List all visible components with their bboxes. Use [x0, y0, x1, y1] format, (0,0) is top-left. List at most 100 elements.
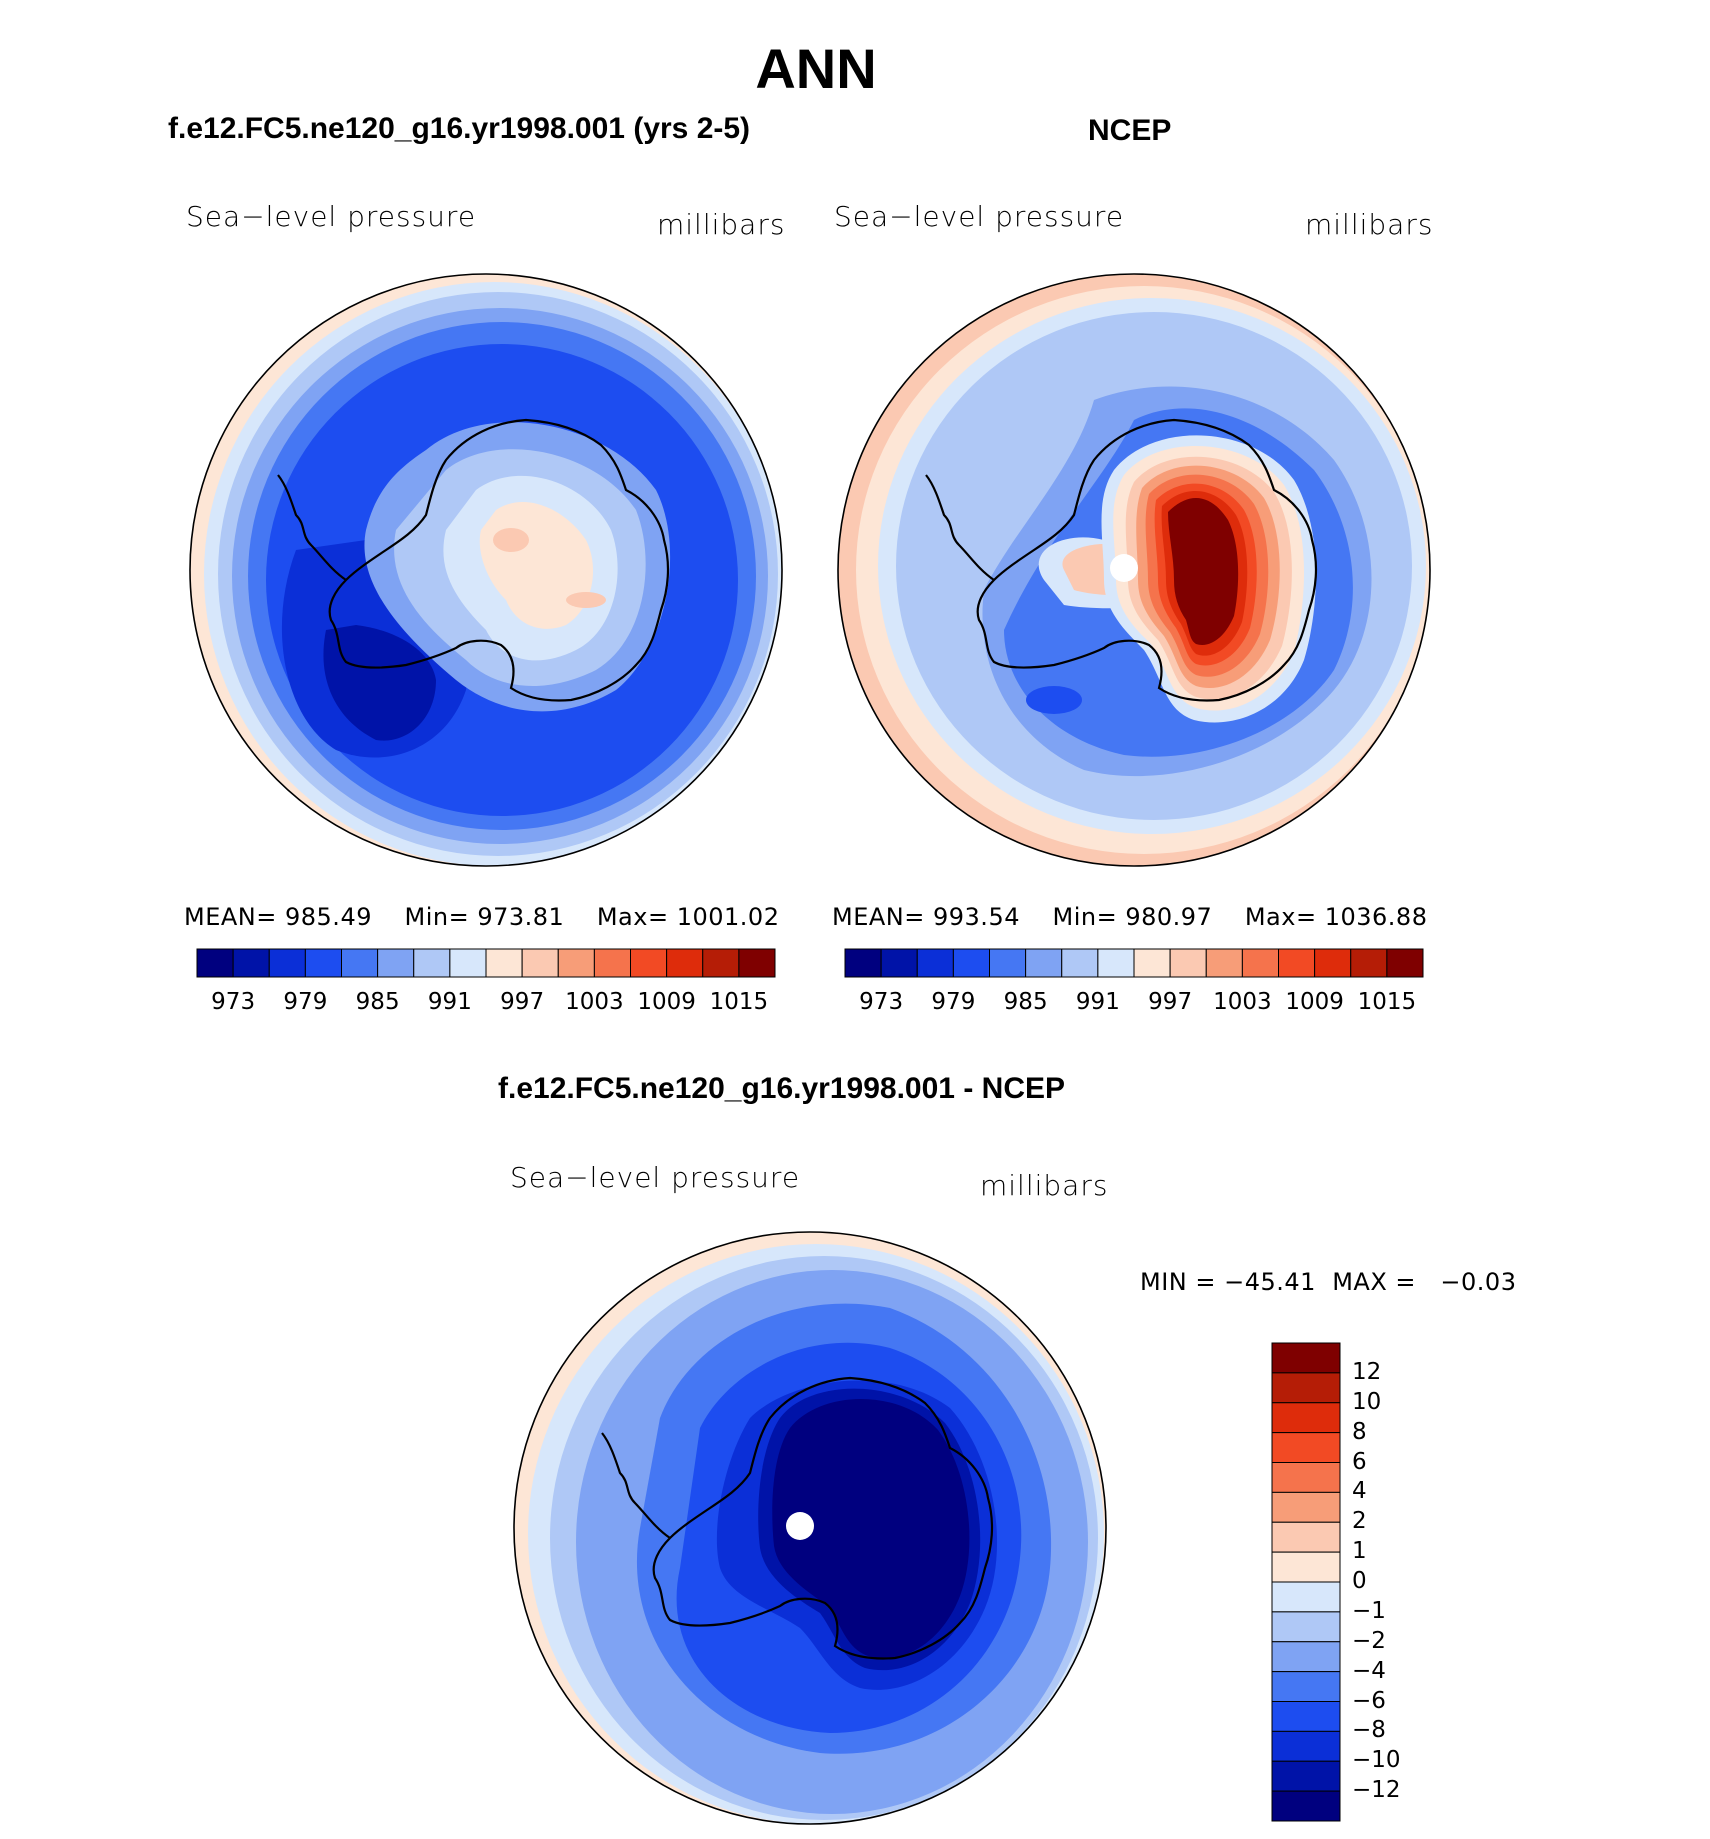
- colorbar-swatch: [916, 948, 954, 978]
- colorbar-swatch: [1271, 1730, 1341, 1762]
- colorbar-tick-label: 8: [1352, 1418, 1367, 1445]
- panel-2-min-label: Min=: [1052, 903, 1118, 931]
- colorbar-swatch: [1271, 1432, 1341, 1463]
- panel-2-stats: MEAN= 993.54 Min= 980.97 Max= 1036.88: [832, 903, 1427, 931]
- panel-3-max-label: MAX =: [1332, 1268, 1417, 1296]
- colorbar-swatch: [738, 948, 776, 978]
- colorbar-tick-label: 1003: [565, 989, 624, 1015]
- figure-title: ANN: [755, 37, 877, 100]
- colorbar-tick-label: −2: [1352, 1627, 1386, 1654]
- panel-2-min-value: 980.97: [1125, 903, 1213, 931]
- colorbar-tick-label: 991: [427, 989, 472, 1015]
- colorbar-swatch: [1271, 1551, 1341, 1583]
- colorbar-swatch: [304, 948, 342, 978]
- panel-3-stats: MIN = −45.41 MAX = −0.03: [1140, 1268, 1516, 1296]
- colorbar-swatch: [666, 948, 704, 978]
- panel-2-max-label: Max=: [1244, 903, 1317, 931]
- colorbar-swatch: [1271, 1372, 1341, 1404]
- panel-1-variable-label: Sea−level pressure: [186, 200, 477, 233]
- colorbar-tick-label: 1015: [709, 989, 769, 1015]
- colorbar-swatch: [989, 948, 1027, 978]
- panel-3-max-value: −0.03: [1440, 1268, 1517, 1296]
- panel-2-max-value: 1036.88: [1324, 903, 1428, 931]
- panel-1-min-label: Min=: [404, 903, 470, 931]
- colorbar-swatch: [1169, 948, 1207, 978]
- colorbar-swatch: [880, 948, 918, 978]
- colorbar-tick-label: 0: [1352, 1568, 1367, 1594]
- colorbar-tick-label: 1003: [1213, 989, 1272, 1015]
- colorbar-swatch: [1061, 948, 1099, 978]
- panel-2-variable-label: Sea−level pressure: [834, 200, 1125, 233]
- colorbar-swatch: [1271, 1701, 1341, 1732]
- colorbar-swatch: [1271, 1462, 1341, 1493]
- colorbar-swatch: [413, 948, 451, 978]
- colorbar-tick-label: 979: [283, 989, 328, 1015]
- colorbar-swatch: [1278, 948, 1316, 978]
- colorbar-tick-label: 1015: [1357, 989, 1417, 1015]
- colorbar-swatch: [844, 948, 882, 978]
- colorbar-swatch: [1133, 948, 1171, 978]
- panel-1-min-value: 973.81: [477, 903, 565, 931]
- colorbar-tick-label: −6: [1352, 1687, 1386, 1714]
- colorbar-tick-label: 991: [1075, 989, 1120, 1015]
- colorbar-tick-label: 10: [1352, 1388, 1382, 1415]
- colorbar-swatch: [557, 948, 595, 978]
- colorbar-tick-label: 997: [500, 989, 545, 1015]
- colorbar-swatch: [196, 948, 234, 978]
- colorbar-swatch: [377, 948, 415, 978]
- colorbar-swatch: [1271, 1760, 1341, 1792]
- colorbar-swatch: [232, 948, 270, 978]
- colorbar-swatch: [1271, 1790, 1341, 1822]
- colorbar-swatch: [341, 948, 379, 978]
- colorbar-tick-label: −8: [1352, 1717, 1386, 1744]
- colorbar-swatch: [702, 948, 740, 978]
- colorbar-swatch: [1386, 948, 1424, 978]
- colorbar-swatch: [1205, 948, 1243, 978]
- panel-1-stats: MEAN= 985.49 Min= 973.81 Max= 1001.02: [184, 903, 779, 931]
- panel-3-min-value: −45.41: [1224, 1268, 1316, 1296]
- panel-1-mean-label: MEAN=: [184, 903, 277, 931]
- colorbar-swatch: [485, 948, 523, 978]
- colorbar-tick-label: −1: [1352, 1597, 1386, 1624]
- panel-2-units-label: millibars: [1305, 208, 1434, 241]
- colorbar-swatch: [1097, 948, 1135, 978]
- colorbar-swatch: [1271, 1671, 1341, 1702]
- panel-2-title: NCEP: [1088, 114, 1172, 147]
- panel-2-map: [837, 273, 1431, 867]
- colorbar-tick-label: −10: [1352, 1747, 1401, 1774]
- colorbar-tick-label: 973: [859, 989, 904, 1015]
- panel-1-max-value: 1001.02: [676, 903, 780, 931]
- colorbar-tick-label: 12: [1352, 1358, 1382, 1385]
- colorbar-tick-label: 997: [1148, 989, 1193, 1015]
- colorbar-swatch: [521, 948, 559, 978]
- colorbar-swatch: [1271, 1342, 1341, 1374]
- colorbar-swatch: [1271, 1611, 1341, 1643]
- panel-2-mean-label: MEAN=: [832, 903, 925, 931]
- panel-3-units-label: millibars: [980, 1169, 1109, 1202]
- colorbar-tick-label: 985: [355, 989, 400, 1015]
- panel-2-mean-value: 993.54: [933, 903, 1020, 931]
- colorbar-tick-label: 2: [1352, 1508, 1367, 1535]
- colorbar-swatch: [449, 948, 487, 978]
- colorbar-tick-label: 6: [1352, 1448, 1367, 1475]
- colorbar-swatch: [1271, 1521, 1341, 1553]
- panel-3-min-label: MIN =: [1140, 1268, 1216, 1296]
- colorbar-tick-label: 4: [1352, 1478, 1367, 1505]
- colorbar-swatch: [1314, 948, 1352, 978]
- colorbar-swatch: [1271, 1641, 1341, 1673]
- colorbar-tick-label: −12: [1352, 1777, 1401, 1804]
- colorbar-swatch: [1271, 1402, 1341, 1434]
- colorbar-swatch: [593, 948, 631, 978]
- panel-1-colorbar: [196, 948, 776, 978]
- colorbar-swatch: [268, 948, 306, 978]
- panel-1-mean-value: 985.49: [285, 903, 372, 931]
- colorbar-tick-label: 1009: [637, 989, 696, 1015]
- panel-3-variable-label: Sea−level pressure: [510, 1161, 801, 1194]
- panel-1-title: f.e12.FC5.ne120_g16.yr1998.001 (yrs 2-5): [168, 112, 751, 145]
- colorbar-swatch: [1271, 1581, 1341, 1613]
- colorbar-swatch: [1241, 948, 1279, 978]
- colorbar-tick-label: 985: [1003, 989, 1048, 1015]
- colorbar-swatch: [1271, 1491, 1341, 1523]
- colorbar-tick-label: 1009: [1285, 989, 1344, 1015]
- panel-3-colorbar: [1271, 1342, 1341, 1822]
